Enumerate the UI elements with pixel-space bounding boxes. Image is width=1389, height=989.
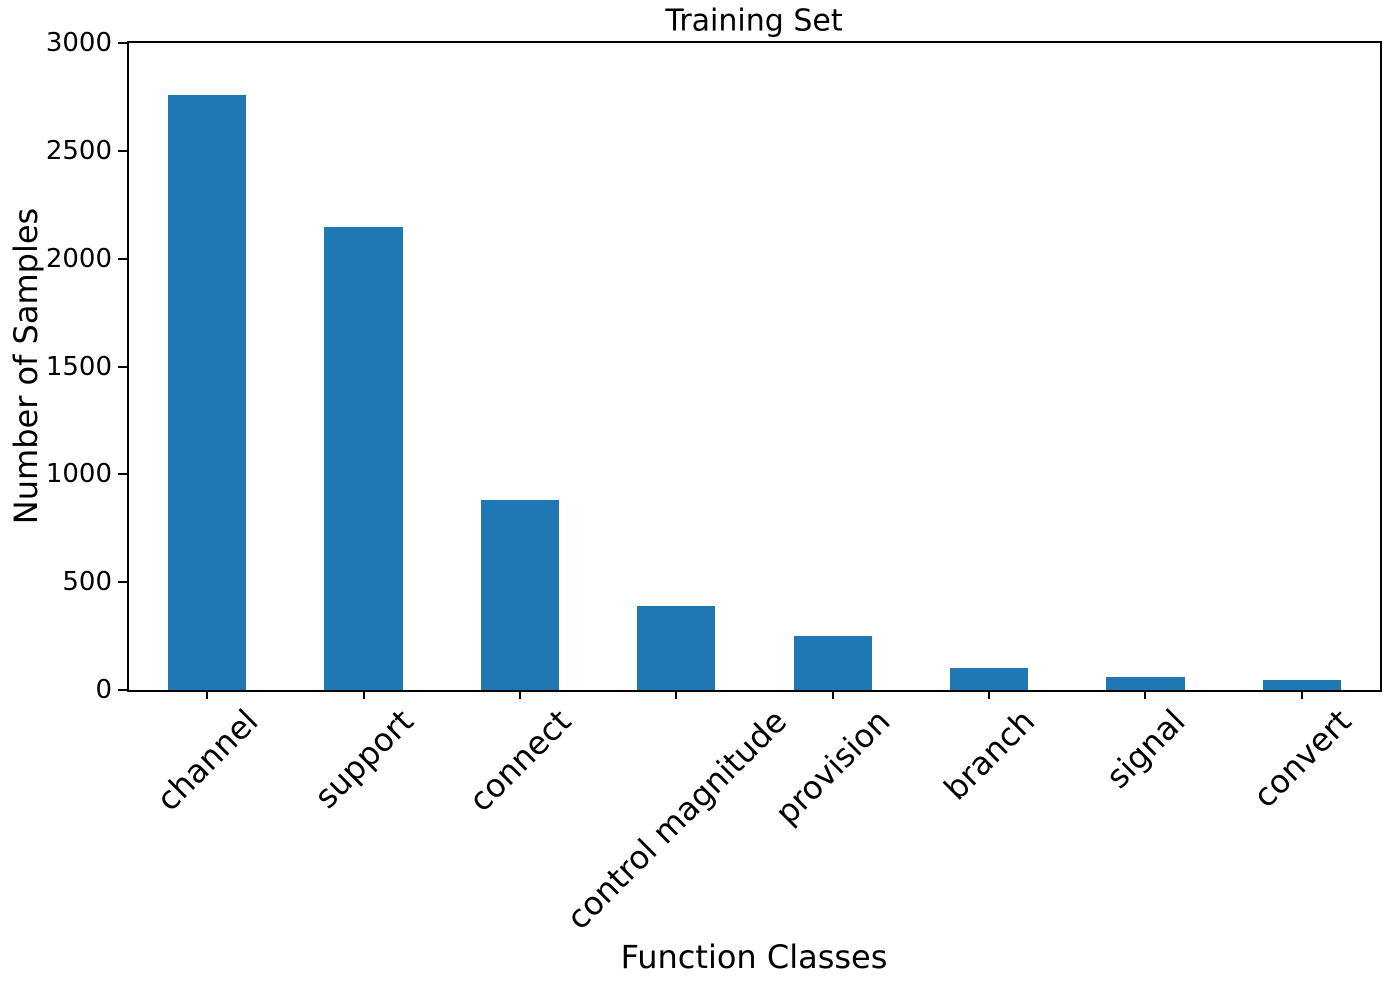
x-tick-mark xyxy=(518,690,521,699)
bar-support xyxy=(324,227,403,690)
y-tick-label: 0 xyxy=(95,675,112,705)
y-tick-mark xyxy=(118,42,127,44)
y-tick-mark xyxy=(118,365,127,368)
bar-convert xyxy=(1262,680,1341,690)
plot-area xyxy=(127,41,1382,692)
y-tick-label: 1000 xyxy=(45,459,112,490)
x-tick-mark xyxy=(362,690,365,699)
x-tick-label: branch xyxy=(936,702,1042,808)
y-tick-label: 2000 xyxy=(45,243,112,274)
x-tick-label: support xyxy=(306,702,421,816)
x-tick-label: channel xyxy=(148,702,266,819)
y-tick-mark xyxy=(118,581,127,584)
x-tick-label: signal xyxy=(1098,702,1193,796)
y-tick-label: 3000 xyxy=(45,28,112,58)
x-tick-label: connect xyxy=(461,702,579,820)
x-tick-mark xyxy=(831,690,834,699)
x-tick-mark xyxy=(675,690,678,699)
y-tick-label: 1500 xyxy=(45,351,112,382)
y-tick-label: 500 xyxy=(62,567,112,598)
y-tick-label: 2500 xyxy=(45,135,112,166)
y-tick-mark xyxy=(118,689,127,691)
x-tick-label: control magnitude xyxy=(558,702,794,937)
bar-channel xyxy=(168,94,247,690)
x-tick-label: convert xyxy=(1245,702,1359,815)
chart-title: Training Set xyxy=(665,3,843,39)
x-tick-mark xyxy=(206,690,209,699)
bar-branch xyxy=(949,668,1029,690)
y-tick-mark xyxy=(118,473,127,476)
y-tick-mark xyxy=(118,149,127,152)
bar-signal xyxy=(1106,677,1185,690)
y-tick-mark xyxy=(118,257,127,260)
bar-connect xyxy=(480,500,560,690)
x-axis-label: Function Classes xyxy=(620,938,888,976)
x-tick-mark xyxy=(988,690,991,699)
bar-control-magnitude xyxy=(637,605,716,690)
x-tick-mark xyxy=(1300,690,1303,699)
bar-provision xyxy=(793,636,872,690)
x-tick-mark xyxy=(1144,690,1147,699)
